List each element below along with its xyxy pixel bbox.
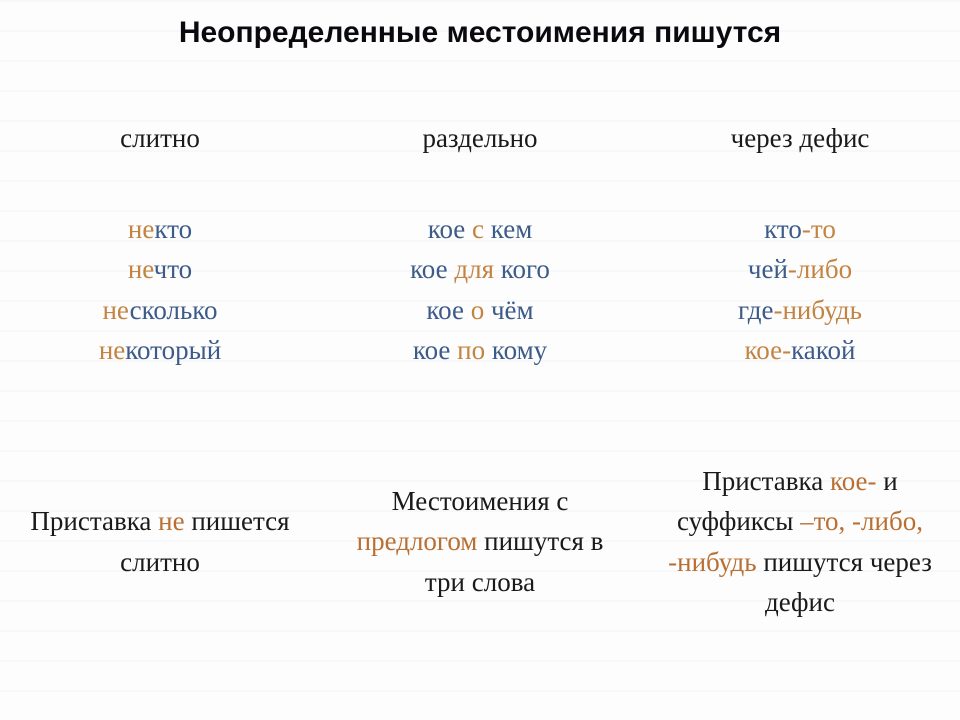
rule-col-1: Местоимения с предлогом пишутся в три сл… bbox=[320, 411, 640, 653]
examples-col-1: кое с кем кое для кого кое о чём кое по … bbox=[320, 189, 640, 411]
prefix: кое bbox=[745, 335, 783, 365]
preposition: для bbox=[448, 254, 501, 284]
example-item: где-нибудь bbox=[658, 290, 942, 331]
example-item: чей-либо bbox=[658, 249, 942, 290]
rule-text: пишутся через дефис bbox=[757, 547, 932, 618]
preposition: с bbox=[465, 214, 490, 244]
example-item: нечто bbox=[18, 249, 302, 290]
example-item: кое с кем bbox=[338, 209, 622, 250]
stem: где bbox=[738, 295, 773, 325]
dash: - bbox=[782, 335, 791, 365]
part-b: кем bbox=[491, 214, 533, 244]
prefix: не bbox=[128, 214, 154, 244]
rule-col-0: Приставка не пишется слитно bbox=[0, 411, 320, 653]
preposition: по bbox=[450, 335, 491, 365]
examples-col-2: кто-то чей-либо где-нибудь кое-какой bbox=[640, 189, 960, 411]
col-header-1: раздельно bbox=[320, 58, 640, 189]
examples-row: некто нечто несколько некоторый кое с ке… bbox=[0, 189, 960, 411]
col-header-0: слитно bbox=[0, 58, 320, 189]
rule-highlight: не bbox=[158, 506, 184, 536]
stem: какой bbox=[791, 335, 855, 365]
part-b: чём bbox=[491, 295, 534, 325]
examples-col-0: некто нечто несколько некоторый bbox=[0, 189, 320, 411]
col-header-2: через дефис bbox=[640, 58, 960, 189]
example-item: некто bbox=[18, 209, 302, 250]
part-b: кому bbox=[492, 335, 547, 365]
stem: кто bbox=[154, 214, 192, 244]
stem: чей bbox=[748, 254, 788, 284]
prefix: не bbox=[102, 295, 129, 325]
page-title: Неопределенные местоимения пишутся bbox=[0, 0, 960, 58]
example-item: кое-какой bbox=[658, 330, 942, 371]
suffix: то bbox=[811, 214, 836, 244]
prefix: не bbox=[128, 254, 154, 284]
rule-text: Местоимения с bbox=[392, 486, 569, 516]
preposition: о bbox=[464, 295, 491, 325]
example-item: кто-то bbox=[658, 209, 942, 250]
slide: Неопределенные местоимения пишутся слитн… bbox=[0, 0, 960, 720]
dash: - bbox=[788, 254, 797, 284]
part-a: кое bbox=[410, 254, 448, 284]
dash: - bbox=[802, 214, 811, 244]
stem: который bbox=[125, 335, 221, 365]
stem: что bbox=[154, 254, 193, 284]
stem: сколько bbox=[130, 295, 218, 325]
part-b: кого bbox=[501, 254, 550, 284]
part-a: кое bbox=[426, 295, 464, 325]
example-item: кое по кому bbox=[338, 330, 622, 371]
rule-text: Приставка bbox=[702, 466, 830, 496]
grammar-table: слитно раздельно через дефис некто нечто… bbox=[0, 58, 960, 653]
example-item: несколько bbox=[18, 290, 302, 331]
suffix: либо bbox=[797, 254, 852, 284]
example-item: кое для кого bbox=[338, 249, 622, 290]
stem: кто bbox=[764, 214, 802, 244]
example-item: некоторый bbox=[18, 330, 302, 371]
rule-highlight: кое- bbox=[830, 466, 877, 496]
rule-col-2: Приставка кое- и суффиксы –то, -либо, -н… bbox=[640, 411, 960, 653]
rule-text: Приставка bbox=[30, 506, 158, 536]
rule-highlight: предлогом bbox=[357, 526, 478, 556]
part-a: кое bbox=[413, 335, 451, 365]
part-a: кое bbox=[428, 214, 466, 244]
header-row: слитно раздельно через дефис bbox=[0, 58, 960, 189]
example-item: кое о чём bbox=[338, 290, 622, 331]
prefix: не bbox=[99, 335, 125, 365]
rules-row: Приставка не пишется слитно Местоимения … bbox=[0, 411, 960, 653]
suffix: нибудь bbox=[782, 295, 861, 325]
